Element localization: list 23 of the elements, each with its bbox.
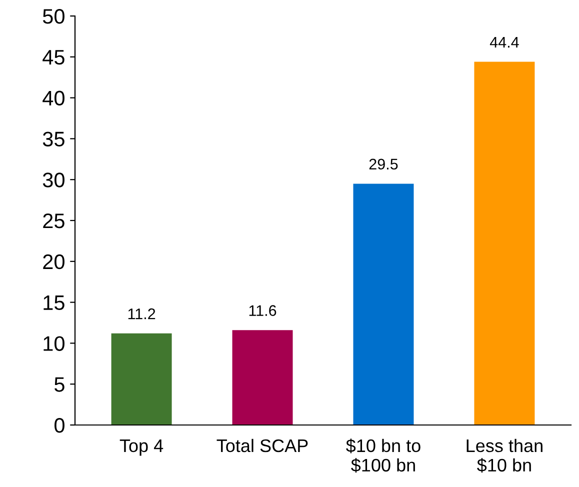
- y-tick-label: 45: [42, 50, 64, 65]
- data-label: 11.6: [249, 305, 276, 316]
- x-tick-label: $10 bn to $100 bn: [346, 438, 420, 473]
- bar: [232, 330, 293, 425]
- bar: [353, 184, 414, 425]
- y-tick-label: 10: [44, 336, 64, 351]
- y-tick-label: 35: [42, 132, 64, 146]
- y-tick-label: 20: [43, 254, 64, 270]
- y-tick-label: 5: [54, 377, 64, 392]
- y-tick-label: 50: [42, 9, 64, 24]
- data-label: 44.4: [490, 37, 519, 48]
- bar: [474, 62, 535, 425]
- x-tick-label: Top 4: [120, 440, 164, 456]
- y-tick-label: 40: [42, 90, 64, 106]
- data-label: 29.5: [369, 158, 398, 170]
- bar: [111, 333, 172, 425]
- x-tick-label: Total SCAP: [216, 438, 308, 452]
- y-tick-label: 0: [54, 418, 64, 433]
- x-tick-label: Less than $10 bn: [466, 438, 542, 473]
- y-tick-label: 15: [44, 296, 64, 310]
- y-tick-label: 30: [42, 172, 64, 188]
- y-tick-label: 25: [43, 214, 64, 228]
- data-label: 11.2: [128, 308, 156, 320]
